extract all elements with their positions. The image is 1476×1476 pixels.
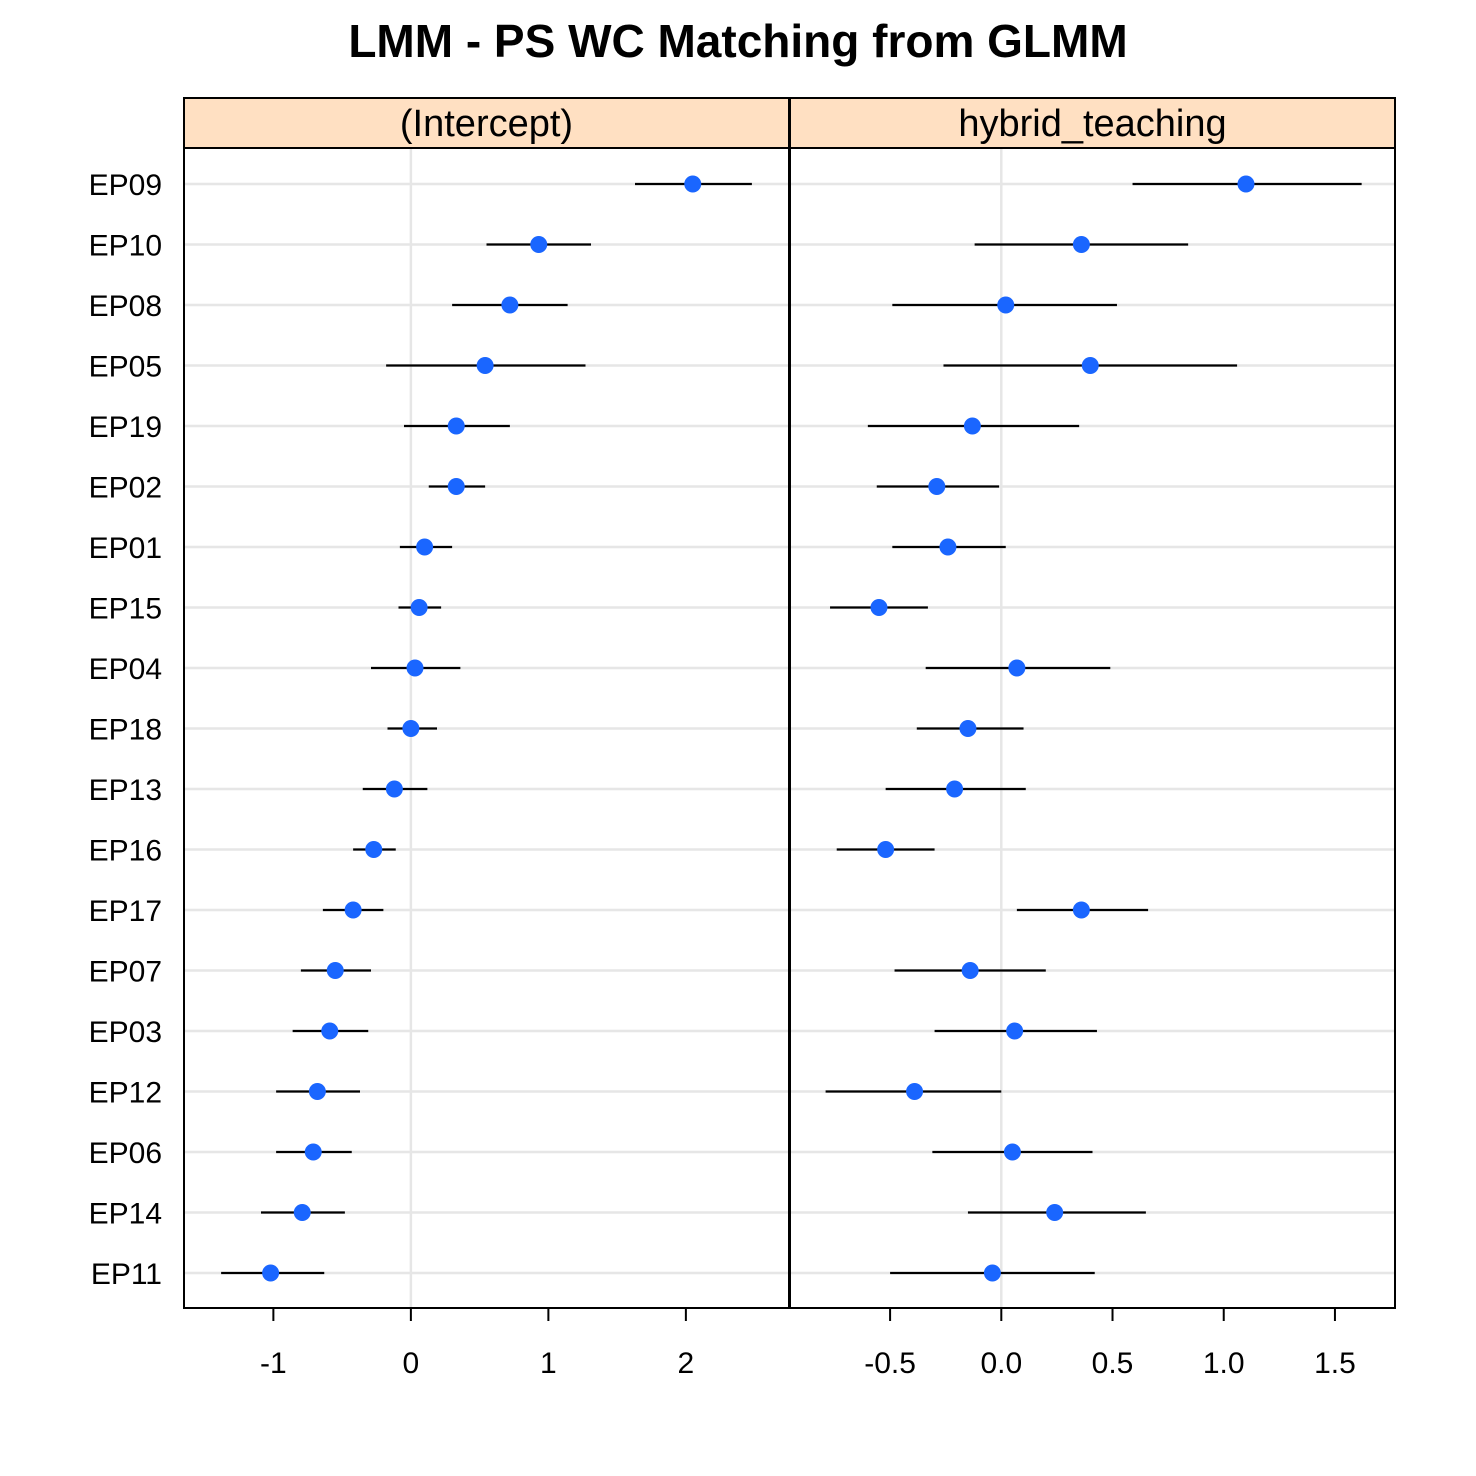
panel-1-strip <box>183 97 790 149</box>
panel-2-point-ep13 <box>946 780 964 798</box>
panel-1-point-ep13 <box>385 780 403 798</box>
category-label-ep15: EP15 <box>89 593 162 626</box>
panel-2-point-ep05 <box>1081 357 1099 374</box>
panel-1-point-ep02 <box>447 478 465 495</box>
panel-2-point-ep18 <box>959 720 977 737</box>
panel-2-point-ep11 <box>983 1264 1001 1282</box>
panel-2-x-tick-label: 0.5 <box>1092 1347 1134 1380</box>
panel-2-strip-label: hybrid_teaching <box>958 103 1226 145</box>
panel-2-point-ep14 <box>1046 1204 1064 1221</box>
category-label-ep10: EP10 <box>89 230 162 263</box>
panel-2-point-ep17 <box>1072 901 1090 919</box>
category-label-ep07: EP07 <box>89 956 162 989</box>
panel-1-strip-label: (Intercept) <box>400 103 573 145</box>
panel-2-point-ep08 <box>997 296 1015 314</box>
panel-1-point-ep14 <box>293 1204 311 1221</box>
panel-1-point-ep03 <box>321 1022 339 1040</box>
category-label-ep18: EP18 <box>89 714 162 747</box>
panel-1-point-ep04 <box>406 659 424 677</box>
panel-2-point-ep06 <box>1003 1143 1021 1161</box>
panel-2-point-ep03 <box>1006 1022 1024 1040</box>
panel-2-point-ep01 <box>939 538 957 556</box>
panel-1-point-ep16 <box>365 841 383 858</box>
panel-1-point-ep08 <box>501 296 519 314</box>
panel-1-point-ep06 <box>304 1143 322 1161</box>
category-label-ep17: EP17 <box>89 895 162 928</box>
panel-1-point-ep19 <box>447 417 465 435</box>
panel-1-x-tick-label: 1 <box>540 1347 557 1380</box>
panel-2-x-tick-label: 0.0 <box>980 1347 1022 1380</box>
panel-2-border <box>789 147 1396 1309</box>
panel-2-x-tick-label: -0.5 <box>864 1347 916 1380</box>
plot-area: EP09 EP10 EP08 EP05 EP19 EP02 EP01 EP15 EP04 EP18… <box>89 97 1396 1380</box>
panel-2-point-ep02 <box>928 478 946 495</box>
panel-2-x-tick-label: 1.5 <box>1314 1347 1356 1380</box>
category-label-ep16: EP16 <box>89 835 162 868</box>
panel-1-point-ep18 <box>402 720 420 737</box>
panel-1-point-ep01 <box>416 538 434 556</box>
chart-title: LMM - PS WC Matching from GLMM <box>348 15 1127 67</box>
category-label-ep19: EP19 <box>89 411 162 444</box>
category-label-ep05: EP05 <box>89 351 162 384</box>
category-label-ep06: EP06 <box>89 1137 162 1170</box>
panel-1-x-tick-label: 0 <box>403 1347 420 1380</box>
panel-2-point-ep19 <box>963 417 981 435</box>
panel-1-point-ep09 <box>684 175 702 193</box>
category-label-ep03: EP03 <box>89 1016 162 1049</box>
panel-1-point-ep11 <box>262 1264 280 1282</box>
panel-2-point-ep04 <box>1008 659 1026 677</box>
panel-2-strip <box>789 97 1396 149</box>
category-label-ep08: EP08 <box>89 290 162 323</box>
category-label-ep01: EP01 <box>89 532 162 565</box>
panel-2-point-ep10 <box>1072 236 1090 253</box>
category-label-ep09: EP09 <box>89 169 162 202</box>
panel-1-point-ep07 <box>326 962 344 979</box>
panel-2-x-tick-label: 1.0 <box>1203 1347 1245 1380</box>
category-label-ep04: EP04 <box>89 653 162 686</box>
category-label-ep14: EP14 <box>89 1198 162 1231</box>
category-label-ep11: EP11 <box>91 1258 162 1291</box>
panel-2-point-ep09 <box>1237 175 1255 193</box>
panel-2-point-ep15 <box>870 599 888 616</box>
panel-1-point-ep05 <box>476 357 494 374</box>
category-label-ep02: EP02 <box>89 472 162 505</box>
panel-1-point-ep17 <box>344 901 362 919</box>
panel-1-point-ep15 <box>410 599 428 616</box>
category-label-ep13: EP13 <box>89 774 162 807</box>
panel-1-point-ep10 <box>530 236 548 253</box>
panel-2-point-ep07 <box>961 962 979 979</box>
panel-2-point-ep12 <box>906 1083 924 1100</box>
panel-1-x-tick-label: 2 <box>678 1347 695 1380</box>
panel-2-point-ep16 <box>877 841 895 858</box>
category-label-ep12: EP12 <box>89 1077 162 1110</box>
panel-1-point-ep12 <box>308 1083 326 1100</box>
panel-1-x-tick-label: -1 <box>260 1347 287 1380</box>
